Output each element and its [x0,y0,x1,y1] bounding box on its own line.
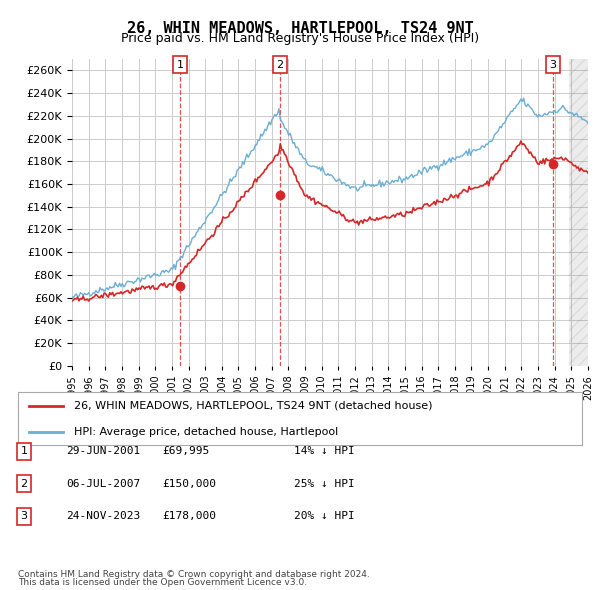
Text: 2: 2 [277,60,284,70]
Text: Price paid vs. HM Land Registry's House Price Index (HPI): Price paid vs. HM Land Registry's House … [121,32,479,45]
Text: HPI: Average price, detached house, Hartlepool: HPI: Average price, detached house, Hart… [74,427,338,437]
Text: £178,000: £178,000 [162,512,216,521]
Text: 1: 1 [20,447,28,456]
Text: 14% ↓ HPI: 14% ↓ HPI [294,447,355,456]
Text: This data is licensed under the Open Government Licence v3.0.: This data is licensed under the Open Gov… [18,578,307,587]
Text: 24-NOV-2023: 24-NOV-2023 [66,512,140,521]
Text: 20% ↓ HPI: 20% ↓ HPI [294,512,355,521]
Text: 26, WHIN MEADOWS, HARTLEPOOL, TS24 9NT (detached house): 26, WHIN MEADOWS, HARTLEPOOL, TS24 9NT (… [74,401,433,411]
Text: Contains HM Land Registry data © Crown copyright and database right 2024.: Contains HM Land Registry data © Crown c… [18,571,370,579]
Text: 25% ↓ HPI: 25% ↓ HPI [294,479,355,489]
Text: £69,995: £69,995 [162,447,209,456]
Text: 3: 3 [550,60,557,70]
Text: 26, WHIN MEADOWS, HARTLEPOOL, TS24 9NT: 26, WHIN MEADOWS, HARTLEPOOL, TS24 9NT [127,21,473,35]
Text: 1: 1 [176,60,184,70]
Text: 3: 3 [20,512,28,521]
Text: £150,000: £150,000 [162,479,216,489]
Text: 29-JUN-2001: 29-JUN-2001 [66,447,140,456]
Text: 2: 2 [20,479,28,489]
Text: 06-JUL-2007: 06-JUL-2007 [66,479,140,489]
